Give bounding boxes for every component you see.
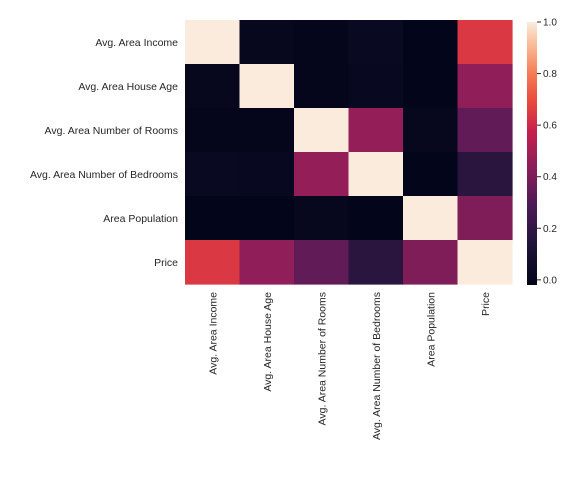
heatmap-cell — [403, 196, 459, 241]
heatmap-cell — [348, 152, 404, 197]
heatmap-cell — [403, 152, 459, 197]
heatmap-cell — [348, 64, 404, 109]
heatmap-cell — [294, 152, 350, 197]
heatmap-cell — [185, 20, 241, 65]
heatmap-cell — [403, 240, 459, 285]
heatmap-cell — [457, 108, 513, 153]
column-labels: Avg. Area Income Avg. Area House Age Avg. … — [207, 292, 492, 440]
heatmap-cell — [239, 152, 295, 197]
heatmap-cell — [294, 240, 350, 285]
heatmap-cell — [457, 240, 513, 285]
heatmap-cell — [294, 196, 350, 241]
heatmap-cell — [348, 20, 404, 65]
heatmap-cell — [294, 64, 350, 109]
colorbar-tick-label: 0.6 — [543, 121, 557, 132]
heatmap-cell — [457, 20, 513, 65]
colorbar-tick-label: 1.0 — [543, 18, 557, 29]
heatmap-cell — [348, 240, 404, 285]
heatmap-cell — [185, 108, 241, 153]
heatmap-cell — [185, 64, 241, 109]
heatmap-cell — [185, 152, 241, 197]
heatmap-cell — [348, 108, 404, 153]
row-label: Area Population — [103, 213, 178, 225]
column-label: Price — [480, 292, 492, 316]
row-label: Avg. Area Number of Bedrooms — [30, 169, 178, 181]
colorbar-tick-label: 0.4 — [543, 172, 557, 183]
heatmap-cell — [403, 20, 459, 65]
heatmap-cell — [457, 64, 513, 109]
colorbar — [527, 22, 537, 285]
row-label: Price — [154, 257, 178, 269]
heatmap-cell — [294, 108, 350, 153]
heatmap-cell — [348, 196, 404, 241]
heatmap-cell — [239, 108, 295, 153]
row-label: Avg. Area House Age — [78, 81, 178, 93]
heatmap-cell — [185, 196, 241, 241]
colorbar-gradient — [527, 22, 537, 285]
column-label: Avg. Area Number of Bedrooms — [371, 292, 383, 440]
colorbar-tick-label: 0.2 — [543, 224, 557, 235]
heatmap-cell — [239, 20, 295, 65]
heatmap-cell — [403, 108, 459, 153]
heatmap-cell — [457, 196, 513, 241]
colorbar-tick-label: 0.0 — [543, 275, 557, 286]
column-label: Avg. Area House Age — [262, 292, 274, 392]
column-label: Avg. Area Number of Rooms — [316, 292, 328, 425]
column-label: Avg. Area Income — [207, 292, 219, 375]
heatmap-cell — [403, 64, 459, 109]
colorbar-ticks: 0.0 0.2 0.4 0.6 0.8 1.0 — [537, 18, 557, 286]
heatmap-cell — [457, 152, 513, 197]
heatmap-cells — [185, 20, 513, 285]
column-label: Area Population — [425, 292, 437, 367]
heatmap-cell — [239, 64, 295, 109]
row-label: Avg. Area Income — [95, 37, 178, 49]
row-labels: Avg. Area Income Avg. Area House Age Avg. … — [30, 37, 178, 269]
heatmap-cell — [185, 240, 241, 285]
row-label: Avg. Area Number of Rooms — [45, 125, 178, 137]
colorbar-tick-label: 0.8 — [543, 69, 557, 80]
heatmap-cell — [239, 240, 295, 285]
heatmap-cell — [239, 196, 295, 241]
heatmap-cell — [294, 20, 350, 65]
